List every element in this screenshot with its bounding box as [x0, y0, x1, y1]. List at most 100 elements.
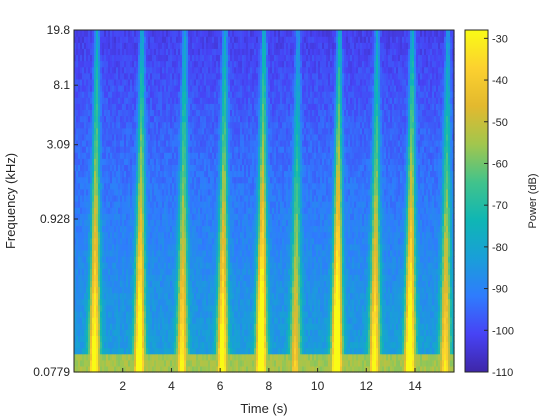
spectrogram-cell	[78, 359, 81, 367]
spectrogram-cell	[418, 225, 421, 233]
spectrogram-cell	[372, 262, 375, 269]
spectrogram-cell	[126, 335, 129, 343]
spectrogram-cell	[304, 280, 307, 288]
spectrogram-cell	[334, 292, 337, 300]
spectrogram-cell	[294, 292, 297, 300]
spectrogram-cell	[156, 274, 159, 281]
spectrogram-cell	[76, 243, 79, 251]
spectrogram-cell	[258, 213, 261, 220]
spectrogram-cell	[284, 268, 287, 275]
spectrogram-cell	[190, 274, 193, 281]
spectrogram-cell	[156, 359, 159, 367]
spectrogram-cell	[234, 274, 237, 281]
spectrogram-cell	[204, 347, 207, 355]
spectrogram-cell	[240, 347, 243, 355]
spectrogram-cell	[328, 365, 331, 373]
spectrogram-cell	[348, 231, 351, 239]
spectrogram-cell	[90, 213, 93, 220]
spectrogram-cell	[194, 323, 197, 330]
spectrogram-cell	[450, 359, 453, 367]
spectrogram-cell	[338, 249, 341, 257]
spectrogram-cell	[440, 341, 443, 349]
spectrogram-cell	[254, 304, 257, 312]
spectrogram-cell	[138, 268, 141, 275]
spectrogram-cell	[238, 292, 241, 300]
spectrogram-cell	[216, 347, 219, 355]
spectrogram-cell	[154, 207, 157, 214]
spectrogram-cell	[98, 280, 101, 288]
spectrogram-cell	[170, 249, 173, 257]
spectrogram-cell	[244, 280, 247, 288]
spectrogram-cell	[140, 219, 143, 227]
spectrogram-cell	[116, 231, 119, 239]
spectrogram-cell	[284, 219, 287, 227]
spectrogram-cell	[318, 262, 321, 269]
spectrogram-cell	[290, 298, 293, 306]
spectrogram-cell	[406, 213, 409, 220]
spectrogram-cell	[356, 347, 359, 355]
spectrogram-cell	[246, 249, 249, 257]
spectrogram-cell	[188, 347, 191, 355]
spectrogram-cell	[184, 231, 187, 239]
spectrogram-cell	[296, 304, 299, 312]
spectrogram-cell	[190, 286, 193, 294]
spectrogram-cell	[280, 219, 283, 227]
spectrogram-cell	[308, 347, 311, 355]
spectrogram-cell	[330, 341, 333, 349]
spectrogram-cell	[420, 213, 423, 220]
spectrogram-cell	[138, 231, 141, 239]
spectrogram-cell	[164, 262, 167, 269]
spectrogram-cell	[106, 353, 109, 361]
spectrogram-cell	[332, 268, 335, 275]
spectrogram-cell	[398, 310, 401, 318]
spectrogram-cell	[452, 298, 455, 306]
spectrogram-cell	[250, 225, 253, 233]
spectrogram-cell	[182, 262, 185, 269]
spectrogram-cell	[218, 231, 221, 239]
spectrogram-cell	[84, 249, 87, 257]
spectrogram-cell	[350, 317, 353, 324]
spectrogram-cell	[356, 249, 359, 257]
spectrogram-cell	[352, 231, 355, 239]
spectrogram-cell	[186, 262, 189, 269]
spectrogram-cell	[148, 219, 151, 227]
spectrogram-cell	[204, 243, 207, 251]
spectrogram-cell	[184, 359, 187, 367]
spectrogram-cell	[384, 310, 387, 318]
spectrogram-cell	[146, 237, 149, 245]
spectrogram-cell	[212, 262, 215, 269]
spectrogram-cell	[228, 341, 231, 349]
spectrogram-cell	[366, 255, 369, 263]
spectrogram-cell	[306, 365, 309, 373]
spectrogram-cell	[450, 365, 453, 373]
spectrogram-cell	[164, 243, 167, 251]
spectrogram-cell	[428, 298, 431, 306]
spectrogram-cell	[210, 237, 213, 245]
spectrogram-cell	[202, 341, 205, 349]
spectrogram-cell	[392, 329, 395, 336]
spectrogram-cell	[214, 268, 217, 275]
spectrogram-cell	[186, 207, 189, 214]
spectrogram-cell	[210, 280, 213, 288]
spectrogram-cell	[206, 335, 209, 343]
spectrogram-cell	[408, 329, 411, 336]
spectrogram-cell	[178, 231, 181, 239]
spectrogram-cell	[436, 359, 439, 367]
spectrogram-cell	[172, 310, 175, 318]
spectrogram-cell	[262, 237, 265, 245]
spectrogram-cell	[370, 268, 373, 275]
spectrogram-cell	[398, 225, 401, 233]
spectrogram-cell	[418, 298, 421, 306]
spectrogram-cell	[182, 286, 185, 294]
spectrogram-cell	[162, 262, 165, 269]
spectrogram-cell	[452, 310, 455, 318]
spectrogram-cell	[312, 365, 315, 373]
spectrogram-cell	[114, 304, 117, 312]
spectrogram-cell	[414, 329, 417, 336]
spectrogram-cell	[232, 243, 235, 251]
spectrogram-cell	[322, 268, 325, 275]
spectrogram-cell	[150, 280, 153, 288]
spectrogram-cell	[112, 304, 115, 312]
spectrogram-cell	[274, 310, 277, 318]
spectrogram-cell	[282, 262, 285, 269]
